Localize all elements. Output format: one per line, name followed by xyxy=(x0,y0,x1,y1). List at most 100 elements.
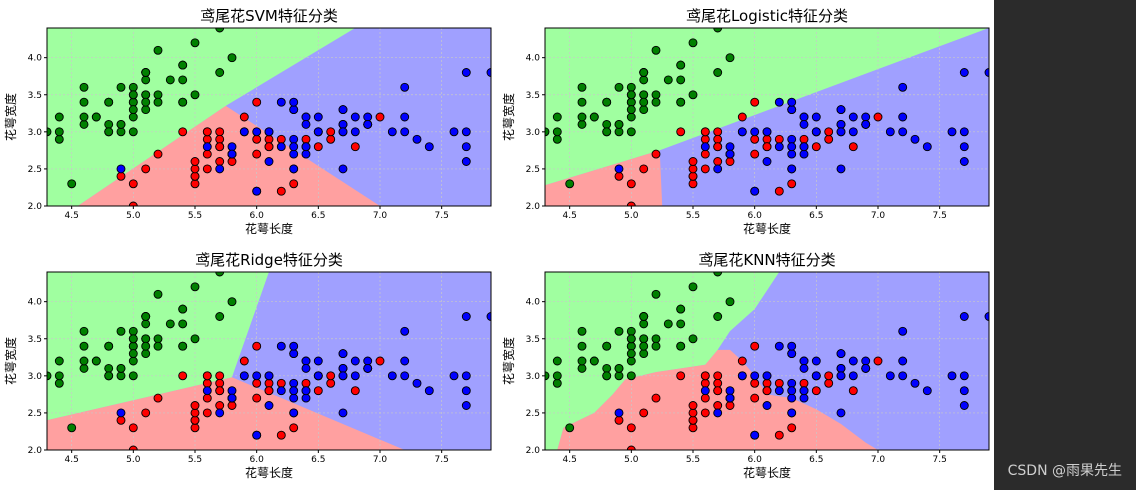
point-setosa xyxy=(639,105,649,115)
point-setosa xyxy=(676,75,686,85)
chart-title: 鸢尾花Logistic特征分类 xyxy=(686,7,848,25)
point-virginica xyxy=(289,378,299,388)
point-versicolor xyxy=(700,378,710,388)
point-versicolor xyxy=(202,149,212,159)
x-tick-label: 7.0 xyxy=(871,455,886,465)
point-virginica xyxy=(276,142,286,152)
point-setosa xyxy=(545,371,550,381)
point-setosa xyxy=(165,75,175,85)
point-setosa xyxy=(116,363,126,373)
point-virginica xyxy=(264,157,274,166)
point-virginica xyxy=(289,105,299,115)
point-versicolor xyxy=(252,393,262,403)
point-virginica xyxy=(885,371,895,381)
point-virginica xyxy=(959,68,969,77)
point-setosa xyxy=(128,112,138,122)
point-versicolor xyxy=(676,371,686,381)
point-virginica xyxy=(713,408,723,418)
point-versicolor xyxy=(824,371,834,381)
x-tick-label: 6.0 xyxy=(748,455,763,465)
point-virginica xyxy=(301,386,311,396)
point-virginica xyxy=(787,349,797,359)
point-versicolor xyxy=(289,179,299,189)
point-setosa xyxy=(651,341,661,351)
y-tick-label: 3.0 xyxy=(526,128,541,138)
y-tick-label: 3.0 xyxy=(526,372,541,382)
point-virginica xyxy=(264,127,274,137)
point-versicolor xyxy=(190,401,200,410)
point-virginica xyxy=(799,142,809,152)
point-setosa xyxy=(614,371,624,381)
point-versicolor xyxy=(614,415,624,425)
point-versicolor xyxy=(375,112,385,122)
point-virginica xyxy=(301,363,311,373)
y-tick-label: 2.5 xyxy=(28,165,42,175)
point-virginica xyxy=(350,127,360,137)
point-virginica xyxy=(861,363,871,373)
x-tick-label: 7.5 xyxy=(435,211,449,221)
point-setosa xyxy=(602,127,612,137)
axes-frame xyxy=(544,271,990,451)
point-versicolor xyxy=(202,164,212,174)
point-setosa xyxy=(663,75,673,85)
point-setosa xyxy=(565,179,575,189)
region-virginica xyxy=(232,272,491,450)
point-setosa xyxy=(676,60,686,70)
point-virginica xyxy=(400,326,410,336)
point-virginica xyxy=(700,142,710,152)
point-versicolor xyxy=(202,371,212,381)
point-setosa xyxy=(614,326,624,336)
point-virginica xyxy=(787,97,797,107)
point-setosa xyxy=(651,289,661,299)
figure-canvas: 4.5 5.0 5.5 6.0 6.5 7.0 7.5 2.0 2.5 3.0 3.5 4.0 鸢尾花S… xyxy=(3,7,990,480)
point-versicolor xyxy=(750,378,760,388)
point-setosa xyxy=(651,97,661,107)
y-tick-label: 4.0 xyxy=(526,298,541,308)
point-virginica xyxy=(301,119,311,129)
point-setosa xyxy=(79,97,89,107)
point-versicolor xyxy=(202,378,212,388)
figure: 4.5 5.0 5.5 6.0 6.5 7.0 7.5 2.0 2.5 3.0 3.5 4.0 鸢尾花S… xyxy=(0,0,994,490)
region-virginica xyxy=(659,28,989,206)
point-virginica xyxy=(799,393,809,403)
point-setosa xyxy=(178,319,188,329)
point-setosa xyxy=(552,134,562,144)
y-axis-label: 花萼宽度 xyxy=(501,93,516,141)
y-tick-label: 3.0 xyxy=(28,128,43,138)
point-setosa xyxy=(141,68,151,77)
chart-title: 鸢尾花Ridge特征分类 xyxy=(195,251,343,269)
point-setosa xyxy=(713,272,723,277)
point-virginica xyxy=(264,371,274,381)
point-versicolor xyxy=(737,356,747,366)
point-setosa xyxy=(153,341,163,351)
point-virginica xyxy=(799,356,809,366)
chart-title: 鸢尾花SVM特征分类 xyxy=(200,7,338,25)
y-tick-label: 2.5 xyxy=(28,409,42,419)
point-versicolor xyxy=(227,157,237,166)
x-tick-label: 6.5 xyxy=(809,211,823,221)
point-virginica xyxy=(461,401,471,410)
point-virginica xyxy=(836,105,846,115)
point-setosa xyxy=(626,127,636,137)
point-versicolor xyxy=(688,157,698,166)
point-setosa xyxy=(639,341,649,351)
point-virginica xyxy=(787,378,797,388)
point-setosa xyxy=(116,371,126,381)
point-virginica xyxy=(811,127,821,137)
point-setosa xyxy=(626,341,636,351)
point-virginica xyxy=(289,97,299,107)
point-virginica xyxy=(350,371,360,381)
plot-area xyxy=(545,28,989,206)
point-versicolor xyxy=(116,171,126,181)
point-versicolor xyxy=(326,378,336,388)
point-virginica xyxy=(461,157,471,166)
point-virginica xyxy=(424,386,434,396)
y-tick-label: 2.0 xyxy=(28,202,43,212)
point-setosa xyxy=(128,326,138,336)
watermark: CSDN @雨果先生 xyxy=(1007,463,1122,479)
point-setosa xyxy=(639,75,649,85)
point-versicolor xyxy=(774,378,784,388)
point-virginica xyxy=(959,401,969,410)
point-virginica xyxy=(338,105,348,115)
point-virginica xyxy=(289,142,299,152)
